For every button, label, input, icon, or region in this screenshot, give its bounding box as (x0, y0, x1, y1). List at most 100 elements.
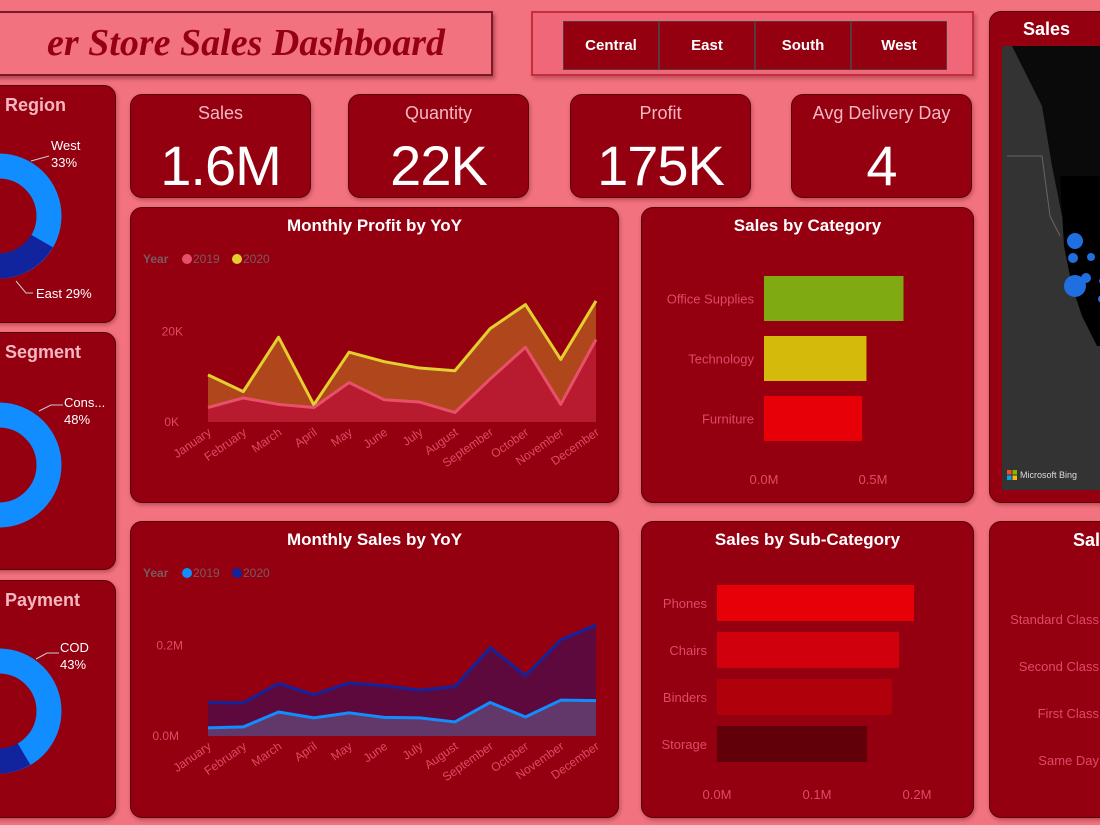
x-tick-label: March (249, 739, 284, 770)
x-tick-label: 0.5M (859, 472, 888, 487)
bar-label: Phones (663, 596, 708, 611)
bar-furniture (764, 396, 863, 441)
dashboard-title: er Store Sales Dashboard (47, 22, 445, 64)
bar-storage (717, 726, 867, 762)
legend-marker (232, 254, 242, 264)
map-bubble[interactable] (1068, 253, 1078, 263)
kpi-value: 4 (866, 134, 897, 197)
region-donut[interactable] (0, 86, 116, 323)
x-tick-label: 0.0M (703, 787, 732, 802)
sales-by-category-chart[interactable]: Office Supplies Technology Furniture 0.0M 0.… (642, 208, 974, 503)
donut-slice-consumer[interactable] (0, 402, 62, 528)
area-fill-2019 (208, 339, 596, 422)
slicer-central[interactable]: Central (563, 21, 659, 70)
chart-title: Monthly Profit by YoY (286, 216, 463, 235)
bar-phones (717, 585, 914, 621)
bar-label: Same Day (1038, 753, 1099, 768)
bar-label: Technology (688, 352, 754, 367)
kpi-value: 175K (597, 134, 725, 197)
chart-title: Monthly Sales by YoY (286, 530, 463, 549)
monthly-sales-card: Monthly Sales by YoY Year 2019 2020 0.0M 0.2… (130, 521, 619, 818)
slicer-east[interactable]: East (659, 21, 755, 70)
slicer-south[interactable]: South (755, 21, 851, 70)
legend-marker (232, 568, 242, 578)
sales-map[interactable]: Microsoft Bing (1002, 46, 1100, 490)
x-tick-label: May (328, 739, 355, 763)
map-bubble[interactable] (1064, 275, 1086, 297)
region-slicer: Central East South West (531, 11, 974, 76)
west-label: West 33% (51, 138, 81, 170)
x-tick-label: July (400, 425, 426, 449)
kpi-sales: Sales 1.6M (130, 94, 311, 198)
bar-label: Furniture (702, 412, 754, 427)
bar-label: Storage (661, 737, 707, 752)
bar-label: First Class (1037, 706, 1099, 721)
map-bubble[interactable] (1067, 233, 1083, 249)
x-tick-label: June (361, 739, 391, 766)
map-title: Sales (1023, 19, 1071, 39)
segment-donut-title: Segment (5, 342, 82, 362)
bar-technology (764, 336, 867, 381)
y-tick-label: 0.0M (152, 729, 179, 743)
title-banner: er Store Sales Dashboard (0, 11, 493, 76)
sales-by-category-card: Sales by Category Office Supplies Technol… (641, 207, 974, 503)
payment-donut-title: Payment (5, 590, 81, 610)
legend-label-2020: 2020 (243, 252, 270, 266)
x-tick-label: May (328, 425, 355, 449)
sales-by-ship-mode-card: Sal Standard Class Second Class First Cl… (989, 521, 1100, 818)
kpi-value: 22K (390, 134, 488, 197)
chart-title: Sales by Sub-Category (714, 530, 901, 549)
bing-attribution: Microsoft Bing (1007, 470, 1077, 480)
donut-slice-online[interactable] (0, 742, 31, 774)
sales-by-subcategory-chart[interactable]: Phones Chairs Binders Storage 0.0M 0.1M 0.2M (642, 522, 974, 818)
donut-slice-cod[interactable] (0, 648, 62, 774)
ship-mode-labels: Standard Class Second Class First Class … (1010, 596, 1099, 784)
kpi-profit: Profit 175K (570, 94, 751, 198)
payment-donut-card: Payment COD 43% (0, 580, 116, 818)
bar-chairs (717, 632, 899, 668)
x-tick-label: 0.2M (903, 787, 932, 802)
kpi-value: 1.6M (160, 134, 282, 197)
series-line-2020 (207, 300, 598, 407)
kpi-label: Sales (197, 103, 244, 123)
y-tick-label: 0K (164, 415, 179, 429)
payment-donut[interactable] (0, 581, 116, 818)
legend-label-2019: 2019 (193, 252, 220, 266)
segment-donut[interactable] (0, 333, 116, 570)
legend-marker (182, 254, 192, 264)
region-donut-title: Region (5, 95, 66, 115)
monthly-profit-card: Monthly Profit by YoY Year 2019 2020 0K 20K J… (130, 207, 619, 503)
map-bubble[interactable] (1087, 253, 1095, 261)
y-tick-label: 20K (162, 324, 183, 338)
bar-office-supplies (764, 276, 904, 321)
donut-slice-west[interactable] (0, 153, 62, 279)
segment-donut-card: Segment Cons... 48% (0, 332, 116, 570)
bar-label: Chairs (669, 643, 707, 658)
donut-slice-east[interactable] (0, 234, 53, 279)
cod-label: COD 43% (60, 640, 89, 672)
consumer-label: Cons... 48% (64, 395, 106, 427)
x-tick-label: 0.1M (803, 787, 832, 802)
x-tick-label: April (292, 739, 320, 764)
kpi-label: Profit (639, 103, 682, 123)
legend-title: Year (143, 566, 169, 580)
chart-title: Sales by Category (733, 216, 882, 235)
x-tick-label: April (292, 425, 320, 450)
sales-by-subcategory-card: Sales by Sub-Category Phones Chairs Binder… (641, 521, 974, 818)
series-line-2019 (207, 338, 598, 414)
kpi-avg-delivery: Avg Delivery Day 4 (791, 94, 972, 198)
bar-label: Standard Class (1010, 612, 1099, 627)
bar-label: Binders (663, 690, 708, 705)
bar-label: Second Class (1018, 659, 1099, 674)
bar-binders (717, 679, 892, 715)
sales-map-card: Sales Microsoft Bing (989, 11, 1100, 503)
series-line-2020 (207, 623, 597, 705)
map-bubble[interactable] (1081, 273, 1091, 283)
legend-label-2020: 2020 (243, 566, 270, 580)
region-donut-card: Region West 33% East 29% (0, 85, 116, 323)
slicer-west[interactable]: West (851, 21, 947, 70)
y-tick-label: 0.2M (156, 638, 183, 652)
legend-label-2019: 2019 (193, 566, 220, 580)
